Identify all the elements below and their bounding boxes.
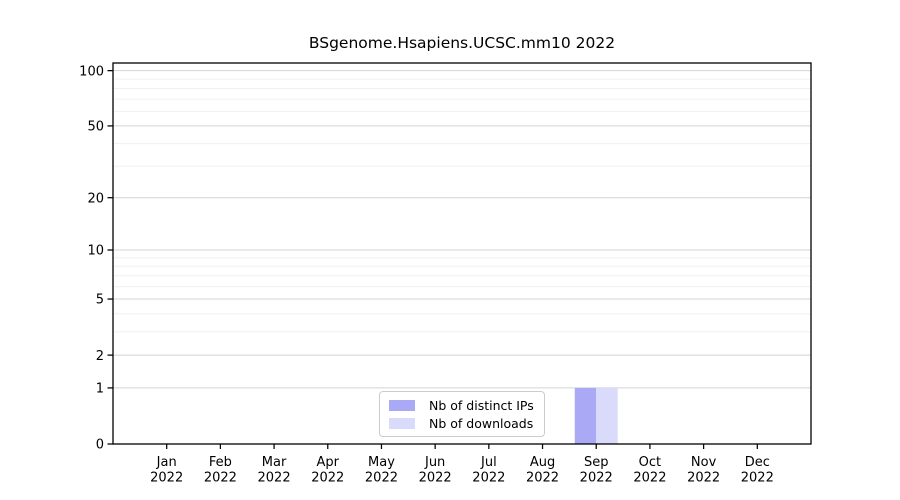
legend-label-distinct-ips: Nb of distinct IPs	[429, 398, 534, 413]
y-tick-label: 5	[96, 293, 104, 308]
legend-label-downloads: Nb of downloads	[429, 416, 534, 431]
bar-distinct-ips	[574, 387, 597, 444]
y-tick-label: 2	[96, 349, 104, 364]
plot-area-border	[112, 62, 812, 445]
x-tick-label: Oct 2022	[633, 455, 666, 486]
x-tick-label: Jun 2022	[419, 455, 452, 486]
chart-title: BSgenome.Hsapiens.UCSC.mm10 2022	[308, 34, 616, 52]
x-tick-label: May 2022	[365, 455, 398, 486]
y-tick-label: 100	[79, 64, 104, 79]
y-tick-label: 50	[87, 120, 104, 135]
bar-downloads	[596, 387, 618, 444]
x-tick-label: Dec 2022	[741, 455, 774, 486]
legend-item-distinct-ips: Nb of distinct IPs	[389, 397, 536, 414]
y-tick-label: 10	[87, 244, 104, 259]
y-tick-label: 0	[96, 438, 104, 453]
legend: Nb of distinct IPs Nb of downloads	[379, 391, 545, 437]
legend-swatch-distinct-ips	[389, 400, 415, 411]
y-tick-label: 20	[87, 191, 104, 206]
x-tick-label: Jul 2022	[472, 455, 505, 486]
legend-swatch-downloads	[389, 418, 415, 429]
x-tick-label: Mar 2022	[258, 455, 291, 486]
x-tick-label: Aug 2022	[526, 455, 559, 486]
x-tick-label: Sep 2022	[580, 455, 613, 486]
x-tick-label: Apr 2022	[311, 455, 344, 486]
x-tick-label: Jan 2022	[150, 455, 183, 486]
y-tick-label: 1	[96, 382, 104, 397]
x-tick-label: Nov 2022	[687, 455, 720, 486]
x-tick-label: Feb 2022	[204, 455, 237, 486]
legend-item-downloads: Nb of downloads	[389, 415, 536, 432]
